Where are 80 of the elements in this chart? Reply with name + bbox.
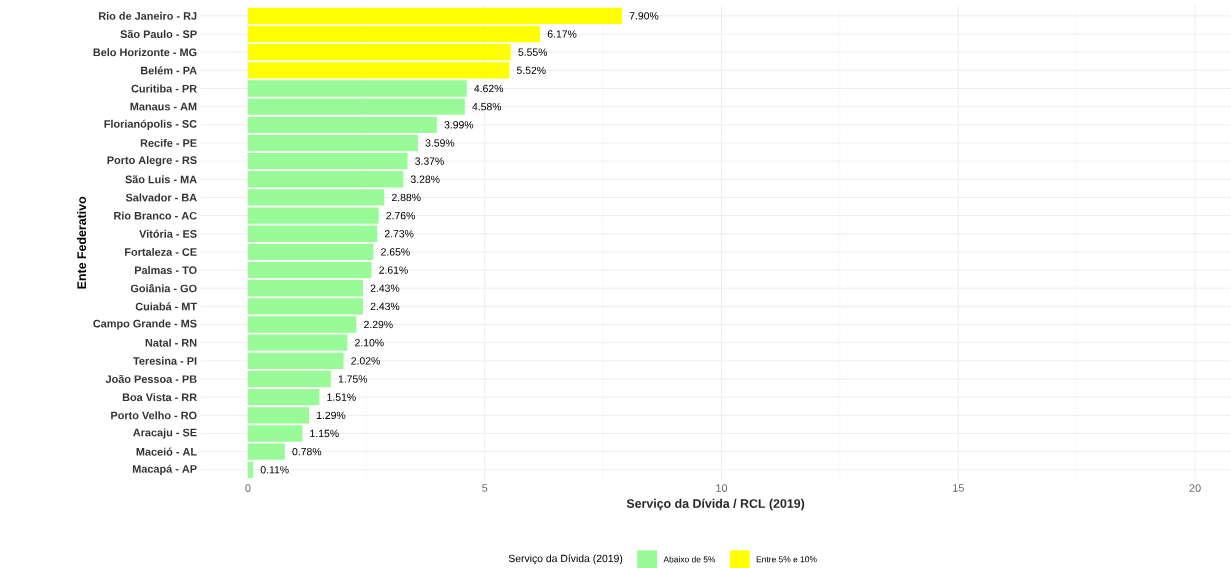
x-tick-label: 15 [953,484,964,492]
y-tick-label: Maceió - AL [136,447,197,456]
bar [247,261,372,279]
legend-label: Abaixo de 5% [663,556,716,563]
y-tick-label: Campo Grande - MS [93,319,197,330]
y-tick-label: Vitória - ES [139,229,197,238]
data-label: 4.62% [474,84,504,93]
data-label: 3.59% [425,139,455,147]
bar [247,43,511,61]
y-tick-label: Cuiabá - MT [135,302,197,311]
data-label: 2.43% [370,284,400,292]
bar [247,334,348,351]
y-tick-label: Rio Branco - AC [114,211,197,220]
x-tick-label: 0 [245,484,251,492]
y-tick-label: Recife - PE [140,138,197,147]
y-tick-label: Porto Velho - RO [111,411,197,420]
y-tick-label: Manaus - AM [130,102,197,111]
y-tick-label: Porto Alegre - RS [107,155,197,167]
y-tick-label: Rio de Janeiro - RJ [99,11,197,20]
data-label: 2.65% [381,248,410,256]
x-tick-label: 10 [716,484,728,492]
y-tick-label: São Paulo - SP [120,29,197,38]
x-tick-label: 5 [482,484,488,492]
bar [247,225,378,242]
data-label: 2.88% [392,193,421,201]
y-tick-label: Salvador - BA [125,193,197,202]
data-label: 2.10% [355,338,384,347]
y-tick-label: Teresina - PI [133,356,197,365]
y-tick-label: Macapá - AP [132,464,197,475]
y-tick-label: Florianópolis - SC [104,119,197,130]
data-label: 3.99% [444,121,474,129]
data-label: 3.37% [415,157,444,165]
y-tick-label: Belo Horizonte - MG [93,48,197,57]
bar [247,170,404,188]
bar [247,134,418,151]
legend-label: Entre 5% e 10% [756,556,817,563]
data-label: 2.73% [384,229,414,238]
data-label: 3.28% [410,175,440,183]
data-label: 0.78% [292,447,322,456]
y-tick-label: Natal - RN [145,338,197,347]
data-label: 1.75% [338,375,368,383]
bar [247,25,541,43]
data-label: 1.15% [310,429,339,438]
data-label: 2.61% [379,266,408,274]
bar [247,407,310,424]
data-label: 1.29% [316,411,346,419]
x-axis-title: Serviço da Dívida / RCL (2019) [626,498,805,511]
bar [247,243,374,260]
data-label: 2.43% [370,302,400,310]
y-tick-label: Palmas - TO [134,265,197,274]
y-tick-label: São Luis - MA [125,175,197,184]
data-label: 1.51% [327,393,356,401]
data-label: 2.76% [386,211,415,220]
bar [247,116,437,133]
y-tick-label: Aracaju - SE [133,428,197,439]
bar [247,388,320,406]
bar [247,152,408,170]
data-label: 2.02% [351,357,380,365]
y-tick-label: Boa Vista - RR [122,393,197,402]
y-axis-title: Ente Federativo [76,196,87,289]
data-label: 0.11% [260,465,289,474]
y-tick-label: João Pessoa - PB [105,374,197,383]
y-tick-label: Belém - PA [141,66,197,75]
data-label: 2.29% [364,320,393,329]
data-label: 4.58% [472,102,502,111]
y-tick-label: Goiânia - GO [130,283,197,293]
data-label: 7.90% [629,12,659,20]
y-tick-label: Curitiba - PR [131,84,197,93]
data-label: 5.52% [516,66,546,74]
bar [247,279,364,297]
bar [247,62,510,79]
y-tick-label: Fortaleza - CE [125,247,197,256]
x-tick-label: 20 [1189,484,1201,492]
data-label: 6.17% [547,30,577,38]
bar [247,370,331,388]
bar [247,461,254,478]
data-label: 5.55% [518,48,548,56]
bar [247,7,623,24]
legend-title: Serviço da Dívida (2019) [508,554,623,565]
bar [247,352,344,369]
